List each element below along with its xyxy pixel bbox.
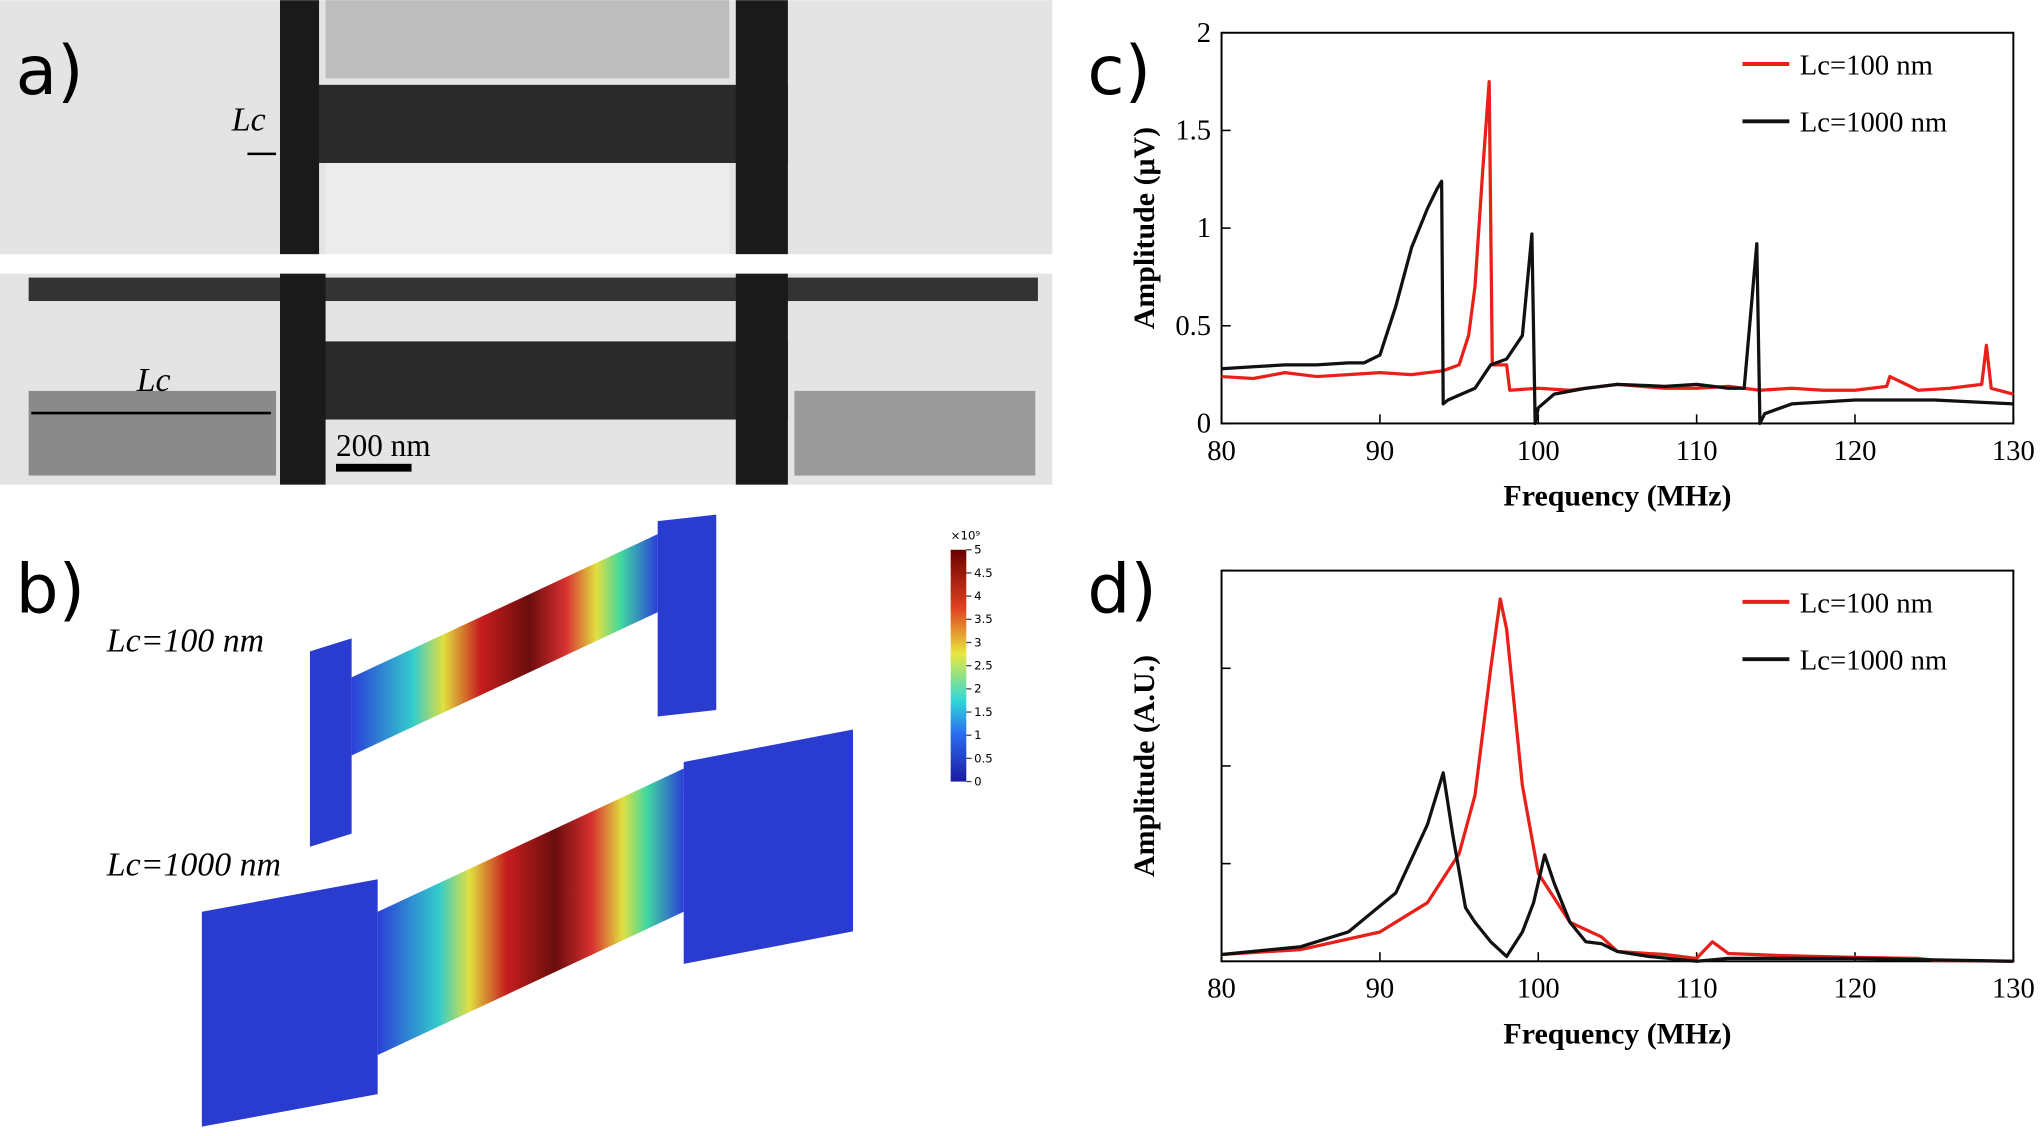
colorbar-tick-label: 5 (974, 543, 981, 557)
colorbar-tick-label: 1 (974, 728, 981, 742)
legend-label: Lc=100 nm (1800, 49, 1933, 81)
y-axis-label: Amplitude (μV) (1128, 127, 1161, 329)
x-tick-label: 100 (1517, 973, 1560, 1005)
colorbar-tick-label: 3.5 (974, 612, 993, 626)
plot-frame (1220, 569, 2015, 963)
x-tick-label: 80 (1207, 435, 1236, 467)
panel-label: a) (16, 31, 84, 110)
colorbar-tick-label: 3 (974, 635, 981, 649)
colorbar-tick-label: 0.5 (974, 751, 993, 765)
y-tick-label: 2 (1197, 17, 1211, 49)
panel-label: b) (16, 549, 85, 628)
y-axis-label: Amplitude (A.U.) (1128, 655, 1161, 877)
x-tick-label: 90 (1366, 973, 1395, 1005)
x-tick-label: 100 (1517, 435, 1560, 467)
annotation: Lc (231, 101, 266, 138)
fem-model (201, 514, 854, 1127)
y-tick-label: 1 (1197, 212, 1211, 244)
colorbar-tick-label: 4 (974, 589, 981, 603)
x-tick-label: 130 (1992, 435, 2035, 467)
colorbar-tick-label: 0 (974, 774, 981, 788)
data-line (1221, 771, 2014, 963)
x-tick-label: 110 (1676, 973, 1718, 1005)
x-tick-label: 90 (1366, 435, 1395, 467)
legend-label: Lc=100 nm (1800, 587, 1933, 619)
x-tick-label: 120 (1834, 435, 1877, 467)
legend-label: Lc=1000 nm (1800, 107, 1947, 139)
y-tick-label: 1.5 (1175, 115, 1211, 147)
colorbar-tick-label: 2.5 (974, 659, 993, 673)
colorbar (950, 549, 967, 782)
colorbar-tick-label: 1.5 (974, 705, 993, 719)
annotation: Lc=1000 nm (106, 846, 281, 883)
x-tick-label: 80 (1207, 973, 1236, 1005)
panel-label: d) (1087, 549, 1156, 628)
colorbar-tick-label: 2 (974, 682, 981, 696)
panel-label: c) (1087, 31, 1151, 110)
annotation: Lc=100 nm (106, 622, 264, 659)
x-axis-label: Frequency (MHz) (1503, 1017, 1731, 1050)
colorbar-multiplier: ×10⁹ (951, 528, 981, 542)
x-axis-label: Frequency (MHz) (1503, 479, 1731, 512)
sem-image (0, 0, 1053, 485)
x-tick-label: 130 (1992, 973, 2035, 1005)
colorbar-tick-label: 4.5 (974, 566, 993, 580)
annotation: Lc (136, 362, 171, 399)
y-tick-label: 0.5 (1175, 310, 1211, 342)
data-line (1221, 179, 2014, 426)
legend-label: Lc=1000 nm (1800, 645, 1947, 677)
x-tick-label: 120 (1834, 973, 1877, 1005)
scale-bar-label: 200 nm (336, 428, 431, 463)
data-line (1221, 79, 2014, 396)
x-tick-label: 110 (1676, 435, 1718, 467)
y-tick-label: 0 (1197, 408, 1211, 440)
